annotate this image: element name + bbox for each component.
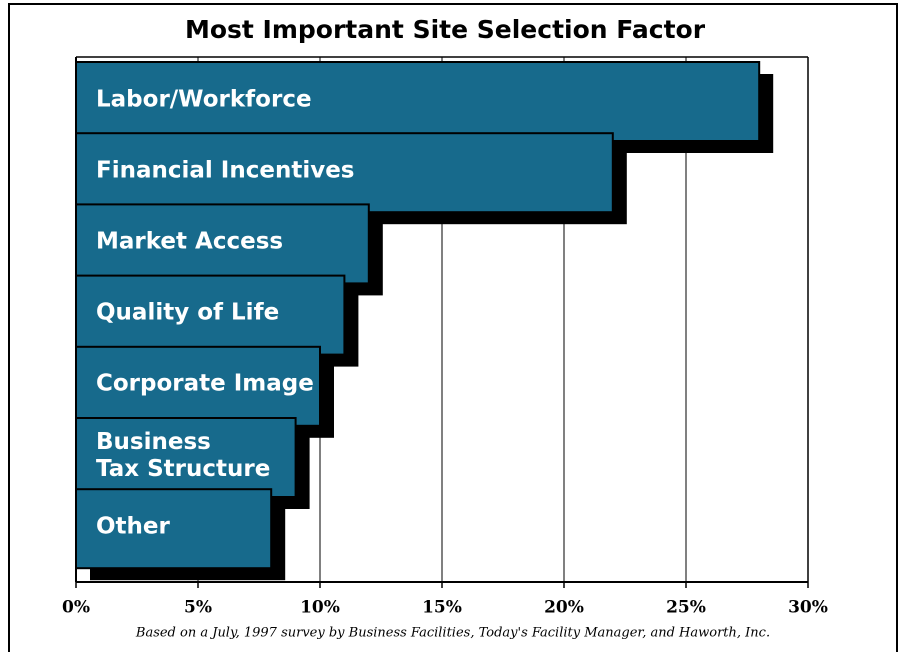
x-tick-label: 5% [184,598,212,618]
category-label: Other [96,513,170,540]
bar [75,488,273,570]
x-tick-label: 10% [300,598,340,618]
chart-title: Most Important Site Selection Factor [185,15,706,44]
category-label: Labor/Workforce [96,86,312,112]
category-label: Financial Incentives [96,157,355,184]
footnote: Based on a July, 1997 survey by Business… [135,626,770,641]
bar [75,203,370,285]
frame [8,3,898,652]
category-label: Market Access [96,228,284,255]
x-tick-label: 30% [788,598,828,618]
category-label: Business Tax Structure [96,428,271,482]
x-tick-label: 20% [544,598,584,618]
bar [75,274,346,356]
category-label: Corporate Image [96,370,314,397]
category-label: Quality of Life [96,299,280,326]
x-tick-label: 15% [422,598,462,618]
bar [75,61,761,142]
bar [75,417,297,498]
x-tick-label: 0% [62,598,90,618]
x-tick-label: 25% [666,598,706,618]
bar [75,345,321,427]
